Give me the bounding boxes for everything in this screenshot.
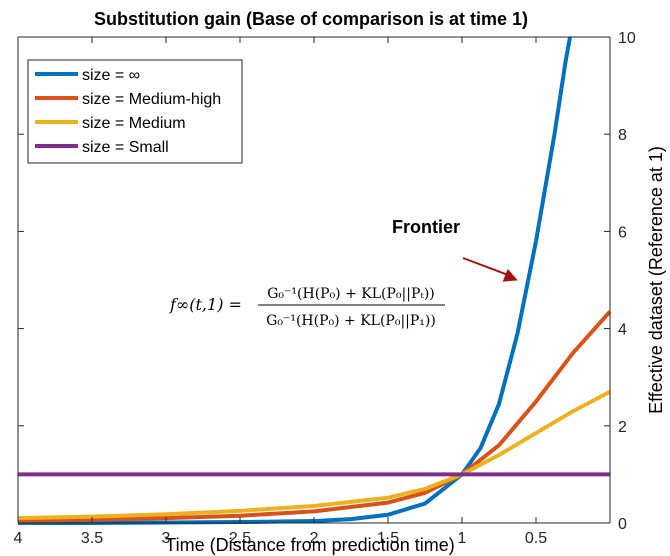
x-tick-label: 3 <box>162 530 171 547</box>
legend: size = ∞ size = Medium-high size = Medium s… <box>27 59 243 164</box>
series-layer <box>17 36 612 525</box>
y-axis-label: Effective dataset (Reference at 1) <box>646 146 666 414</box>
x-tick-label: 0.5 <box>525 530 547 547</box>
formula: f∞(t,1) = G₀⁻¹(H(P₀) + KL(P₀||Pₜ)) G₀⁻¹(… <box>169 286 445 329</box>
x-tick-label: 3.5 <box>81 530 103 547</box>
legend-label-3: size = Small <box>82 139 169 156</box>
y-tick-label: 8 <box>618 127 627 144</box>
frontier-arrow-head <box>502 268 518 282</box>
y-tick-label: 10 <box>618 30 636 47</box>
y-tick-label: 4 <box>618 322 627 339</box>
y-tick-label: 0 <box>618 516 627 533</box>
series-line-0 <box>18 36 573 525</box>
x-ticks: 4 3.5 3 2.5 2 1.5 1 0.5 <box>14 37 547 547</box>
legend-label-1: size = Medium-high <box>82 91 221 108</box>
formula-numerator: G₀⁻¹(H(P₀) + KL(P₀||Pₜ)) <box>267 286 435 302</box>
frontier-arrow-shaft <box>462 257 512 277</box>
legend-label-0: size = ∞ <box>82 67 140 84</box>
series-line-2 <box>17 390 611 521</box>
formula-denominator: G₀⁻¹(H(P₀) + KL(P₀||P₁)) <box>266 313 436 329</box>
x-tick-label: 1 <box>458 530 467 547</box>
formula-lhs: f∞(t,1) = <box>169 295 242 314</box>
x-axis-label: Time (Distance from prediction time) <box>165 535 454 555</box>
frontier-arrow <box>462 257 518 282</box>
y-ticks: 0 2 4 6 8 10 <box>18 30 636 533</box>
legend-label-2: size = Medium <box>82 115 186 132</box>
y-tick-label: 2 <box>618 419 627 436</box>
y-tick-label: 6 <box>618 224 627 241</box>
frontier-label: Frontier <box>392 217 460 237</box>
chart-title: Substitution gain (Base of comparison is… <box>94 9 528 29</box>
series-line-1 <box>17 310 612 523</box>
x-tick-label: 2.5 <box>229 530 251 547</box>
x-tick-label: 2 <box>310 530 319 547</box>
x-tick-label: 4 <box>14 530 23 547</box>
x-tick-label: 1.5 <box>377 530 399 547</box>
legend-items: size = ∞ size = Medium-high size = Medium s… <box>35 67 221 156</box>
